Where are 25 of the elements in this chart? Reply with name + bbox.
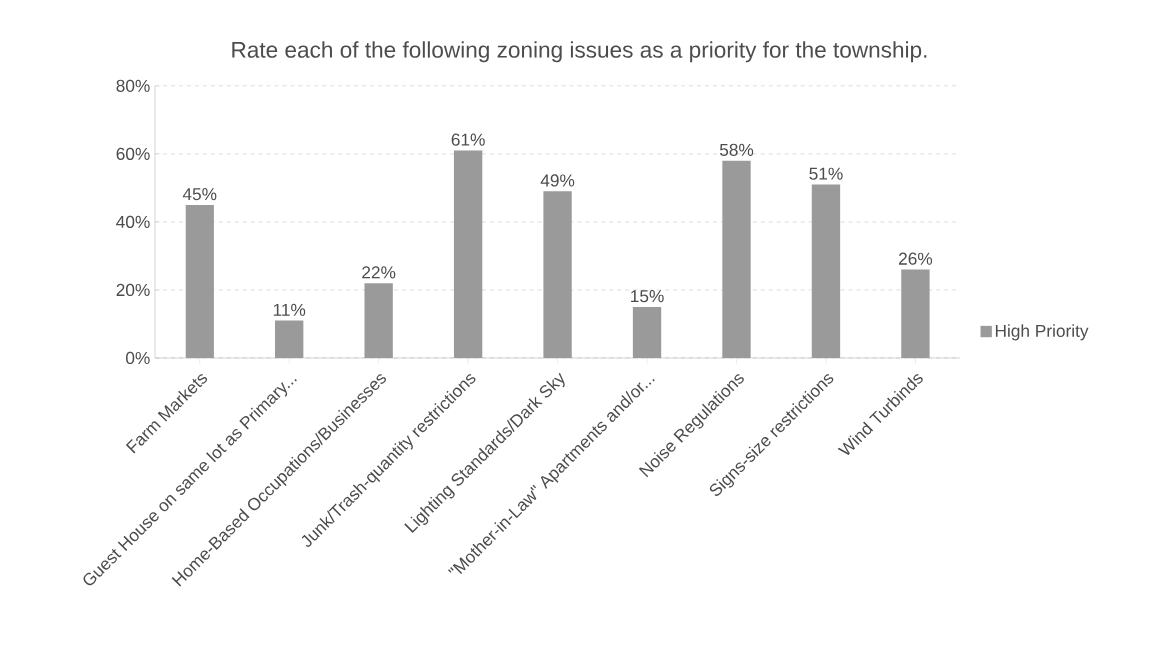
y-tick-label: 80% bbox=[116, 79, 150, 92]
legend-label: High Priority bbox=[995, 324, 1089, 341]
bar bbox=[722, 160, 751, 358]
data-label: 61% bbox=[451, 133, 485, 146]
y-tick-label: 60% bbox=[116, 147, 150, 160]
bar bbox=[811, 184, 841, 358]
bar bbox=[364, 283, 393, 358]
data-label: 51% bbox=[809, 167, 843, 180]
data-label: 45% bbox=[182, 187, 217, 201]
data-label: 49% bbox=[540, 174, 575, 187]
bar bbox=[632, 306, 662, 358]
y-tick-label: 40% bbox=[116, 215, 150, 228]
data-label: 58% bbox=[719, 143, 754, 156]
bar bbox=[275, 320, 304, 358]
bar bbox=[543, 191, 572, 358]
bar bbox=[185, 204, 214, 358]
data-label: 11% bbox=[273, 303, 306, 316]
y-tick-label: 0% bbox=[126, 351, 150, 365]
data-label: 22% bbox=[362, 266, 396, 279]
bar bbox=[901, 269, 930, 358]
bar bbox=[453, 150, 483, 358]
y-tick-label: 20% bbox=[116, 283, 150, 296]
data-label: 15% bbox=[631, 290, 664, 303]
data-label: 26% bbox=[899, 252, 933, 265]
chart-title: Rate each of the following zoning issues as a priority for the township. bbox=[232, 41, 927, 63]
